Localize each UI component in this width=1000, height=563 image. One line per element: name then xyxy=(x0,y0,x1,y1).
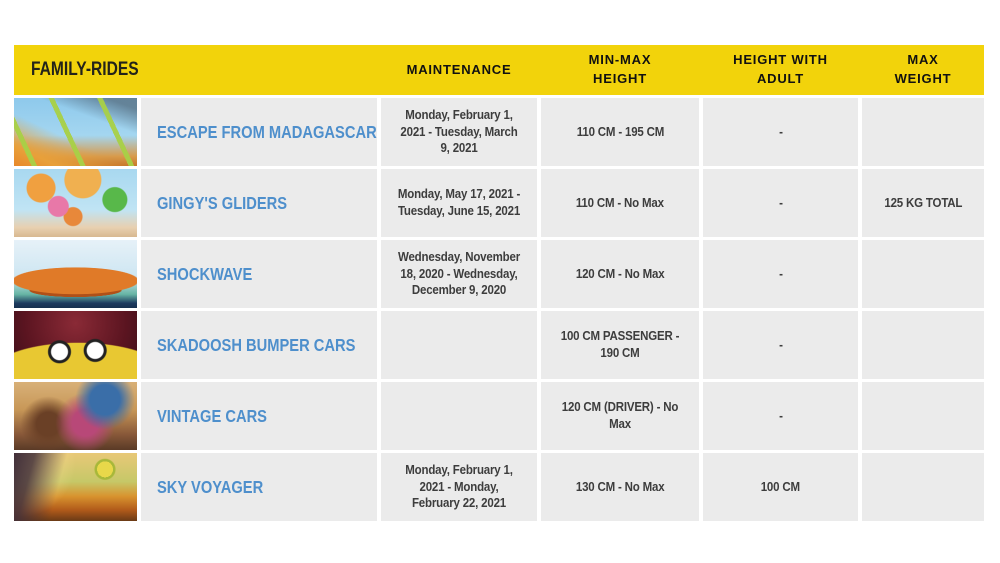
ride-height-with-adult-cell: - xyxy=(703,169,858,237)
header-maintenance: MAINTENANCE xyxy=(406,61,512,77)
ride-name: SKY VOYAGER xyxy=(157,476,264,497)
ride-maintenance-cell: Wednesday, November 18, 2020 - Wednesday… xyxy=(381,240,537,308)
table-body: ESCAPE FROM MADAGASCAR Monday, February … xyxy=(14,98,984,521)
ride-height-with-adult-cell: - xyxy=(703,98,858,166)
ride-min-max-height-cell: 120 CM (DRIVER) - No Max xyxy=(541,382,699,450)
family-rides-label: FAMILY-RIDES xyxy=(31,59,139,80)
ride-name: SKADOOSH BUMPER CARS xyxy=(157,334,356,355)
ride-max-weight-cell xyxy=(862,311,984,379)
ride-name-cell: ESCAPE FROM MADAGASCAR xyxy=(141,98,377,166)
ride-maintenance-cell: Monday, May 17, 2021 - Tuesday, June 15,… xyxy=(381,169,537,237)
ride-height-with-adult-cell: - xyxy=(703,311,858,379)
ride-thumbnail xyxy=(14,382,137,450)
ride-thumbnail xyxy=(14,311,137,379)
ride-name: SHOCKWAVE xyxy=(157,263,253,284)
ride-min-max-height-cell: 110 CM - 195 CM xyxy=(541,98,699,166)
ride-height-with-adult-cell: - xyxy=(703,240,858,308)
header-height-with-adult: HEIGHT WITH ADULT xyxy=(733,52,828,86)
ride-name: GINGY'S GLIDERS xyxy=(157,192,288,213)
ride-thumbnail xyxy=(14,98,137,166)
header-family-rides: FAMILY-RIDES xyxy=(14,59,377,81)
ride-maintenance-cell xyxy=(381,311,537,379)
ride-name-cell: GINGY'S GLIDERS xyxy=(141,169,377,237)
ride-min-max-height-cell: 100 CM PASSENGER - 190 CM xyxy=(541,311,699,379)
ride-name-cell: VINTAGE CARS xyxy=(141,382,377,450)
ride-min-max-height-cell: 120 CM - No Max xyxy=(541,240,699,308)
ride-name-cell: SKADOOSH BUMPER CARS xyxy=(141,311,377,379)
ride-thumbnail xyxy=(14,240,137,308)
ride-maintenance-cell: Monday, February 1, 2021 - Tuesday, Marc… xyxy=(381,98,537,166)
family-rides-table: FAMILY-RIDES MAINTENANCE MIN-MAX HEIGHT … xyxy=(14,45,984,521)
ride-max-weight-cell xyxy=(862,382,984,450)
ride-max-weight-cell: 125 KG TOTAL xyxy=(862,169,984,237)
header-min-max-height: MIN-MAX HEIGHT xyxy=(588,52,652,86)
table-header: FAMILY-RIDES MAINTENANCE MIN-MAX HEIGHT … xyxy=(14,45,984,95)
ride-thumbnail xyxy=(14,453,137,521)
ride-name-cell: SHOCKWAVE xyxy=(141,240,377,308)
ride-name: VINTAGE CARS xyxy=(157,405,267,426)
header-max-weight: MAX WEIGHT xyxy=(894,52,952,86)
ride-max-weight-cell xyxy=(862,240,984,308)
ride-thumbnail xyxy=(14,169,137,237)
ride-min-max-height-cell: 110 CM - No Max xyxy=(541,169,699,237)
ride-name: ESCAPE FROM MADAGASCAR xyxy=(157,121,377,142)
ride-name-cell: SKY VOYAGER xyxy=(141,453,377,521)
ride-maintenance-cell: Monday, February 1, 2021 - Monday, Febru… xyxy=(381,453,537,521)
ride-height-with-adult-cell: - xyxy=(703,382,858,450)
ride-max-weight-cell xyxy=(862,453,984,521)
ride-min-max-height-cell: 130 CM - No Max xyxy=(541,453,699,521)
ride-maintenance-cell xyxy=(381,382,537,450)
ride-height-with-adult-cell: 100 CM xyxy=(703,453,858,521)
ride-max-weight-cell xyxy=(862,98,984,166)
